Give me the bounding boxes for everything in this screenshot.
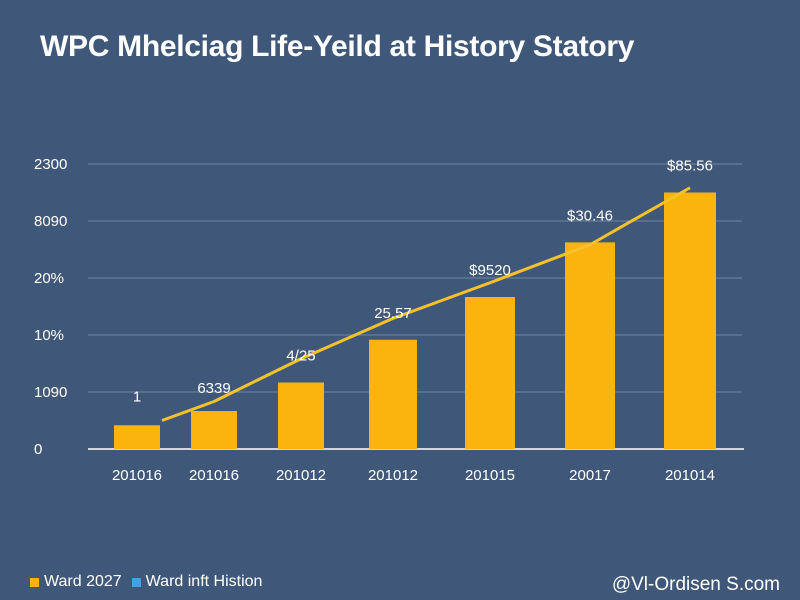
data-label: $9520 bbox=[469, 262, 511, 279]
legend-swatch-blue bbox=[131, 577, 141, 587]
data-label: 6339 bbox=[197, 380, 230, 397]
y-tick-label: 0 bbox=[34, 441, 42, 458]
bar bbox=[191, 411, 237, 449]
legend-item-ward-2027: Ward 2027 bbox=[30, 573, 122, 591]
data-label: 1 bbox=[133, 388, 141, 405]
y-tick-label: 2300 bbox=[34, 156, 67, 173]
bar bbox=[278, 382, 324, 449]
bar bbox=[664, 192, 716, 449]
bar bbox=[465, 297, 515, 449]
x-tick-label: 201016 bbox=[112, 467, 162, 484]
legend: Ward 2027 Ward inft Histion bbox=[30, 573, 262, 591]
watermark-text: @Vl-Ordisen S.com bbox=[611, 574, 780, 595]
x-tick-label: 20017 bbox=[569, 467, 611, 484]
x-tick-label: 201016 bbox=[189, 467, 239, 484]
legend-item-ward-inft-histion: Ward inft Histion bbox=[131, 573, 263, 591]
y-tick-label: 8090 bbox=[34, 213, 67, 230]
data-label: 25.57 bbox=[374, 305, 412, 322]
chart-title: WPC Mhelciag Life-Yeild at History Stato… bbox=[40, 30, 635, 63]
bar bbox=[565, 242, 615, 449]
data-label: $85.56 bbox=[667, 158, 713, 175]
y-tick-label: 10% bbox=[34, 327, 64, 344]
x-tick-label: 201014 bbox=[665, 467, 715, 484]
x-tick-label: 201012 bbox=[276, 467, 326, 484]
bar bbox=[369, 339, 417, 449]
y-tick-label: 20% bbox=[34, 270, 64, 287]
bar bbox=[114, 425, 160, 449]
data-label: $30.46 bbox=[567, 207, 613, 224]
trend-line bbox=[161, 186, 691, 422]
legend-label: Ward 2027 bbox=[44, 573, 122, 590]
legend-swatch-yellow bbox=[30, 577, 39, 587]
x-tick-label: 201012 bbox=[368, 467, 418, 484]
x-tick-label: 201015 bbox=[465, 467, 515, 484]
y-tick-label: 1090 bbox=[34, 384, 67, 401]
data-label: 4/25 bbox=[286, 348, 315, 365]
legend-label: Ward inft Histion bbox=[145, 573, 263, 590]
